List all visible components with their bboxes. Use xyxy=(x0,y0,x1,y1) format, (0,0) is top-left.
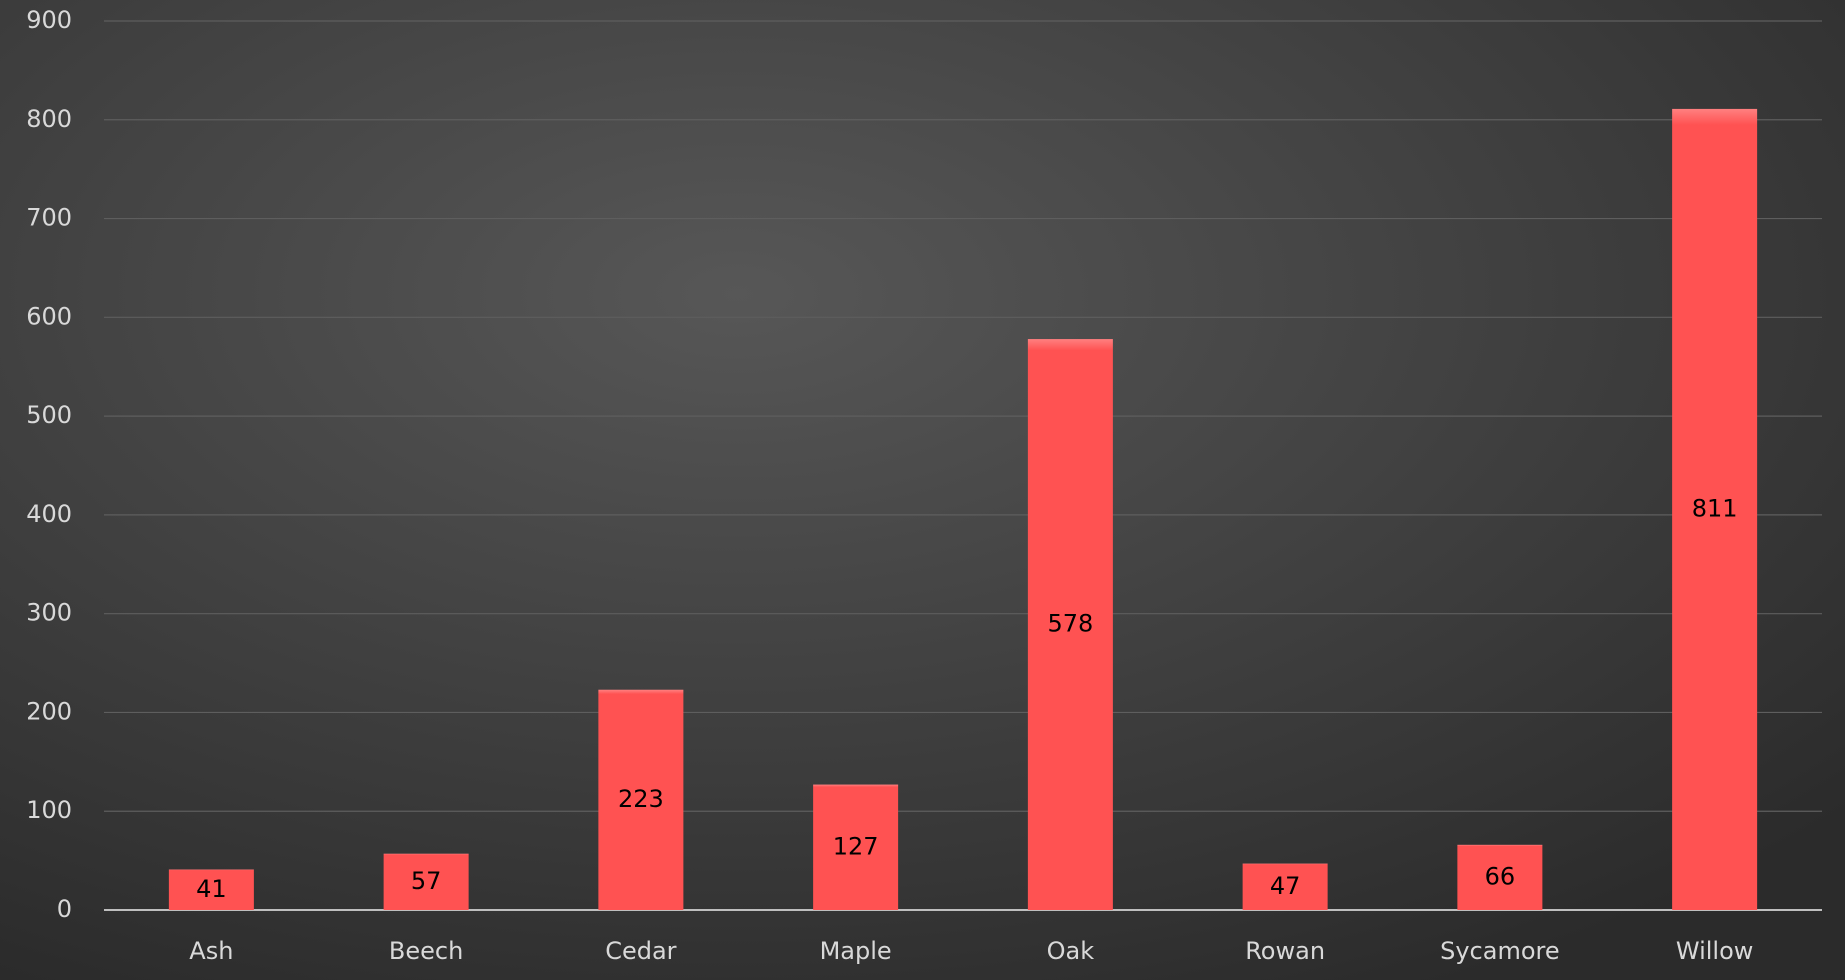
y-tick-label: 400 xyxy=(26,500,72,528)
data-label: 41 xyxy=(196,875,227,903)
y-tick-label: 900 xyxy=(26,6,72,34)
x-tick-label: Oak xyxy=(1047,937,1095,965)
y-tick-label: 500 xyxy=(26,401,72,429)
y-tick-label: 300 xyxy=(26,599,72,627)
bar xyxy=(813,784,899,910)
data-label: 811 xyxy=(1692,494,1738,522)
data-label: 127 xyxy=(833,832,879,860)
x-tick-label: Cedar xyxy=(605,937,676,965)
data-label: 66 xyxy=(1485,862,1516,890)
x-tick-label: Maple xyxy=(820,937,892,965)
bar xyxy=(168,869,254,910)
data-label: 57 xyxy=(411,867,442,895)
data-label: 223 xyxy=(618,785,664,813)
bar xyxy=(1242,863,1328,910)
bar xyxy=(383,853,469,910)
x-tick-label: Sycamore xyxy=(1440,937,1560,965)
y-tick-label: 100 xyxy=(26,796,72,824)
x-tick-label: Ash xyxy=(189,937,233,965)
bar xyxy=(1672,108,1758,910)
x-tick-label: Willow xyxy=(1676,937,1754,965)
bar xyxy=(598,689,684,910)
y-tick-label: 600 xyxy=(26,302,72,330)
y-tick-label: 700 xyxy=(26,204,72,232)
bar xyxy=(1027,339,1113,910)
x-tick-label: Beech xyxy=(389,937,463,965)
y-tick-label: 800 xyxy=(26,105,72,133)
data-label: 578 xyxy=(1047,610,1093,638)
data-label: 47 xyxy=(1270,872,1301,900)
y-tick-label: 200 xyxy=(26,697,72,725)
x-tick-label: Rowan xyxy=(1245,937,1325,965)
y-tick-label: 0 xyxy=(57,895,72,923)
bar xyxy=(1457,844,1543,910)
